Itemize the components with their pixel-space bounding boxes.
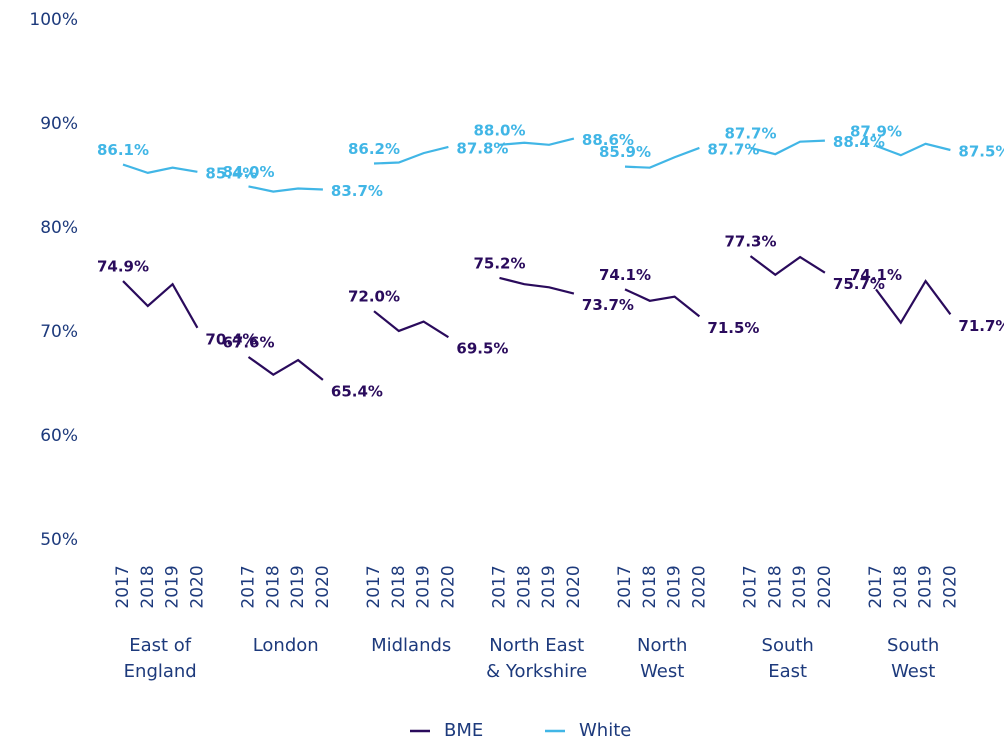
series-line bbox=[499, 137, 575, 146]
x-tick-label: 2019 bbox=[790, 565, 810, 608]
series-line bbox=[499, 276, 575, 295]
data-label: 86.2% bbox=[348, 140, 400, 158]
series-line bbox=[624, 288, 701, 318]
x-tick-label: 2020 bbox=[187, 565, 207, 608]
data-label: 65.4% bbox=[331, 382, 383, 400]
group-label: South bbox=[887, 635, 939, 656]
group-label: North East bbox=[489, 635, 584, 656]
data-label: 87.9% bbox=[850, 122, 902, 140]
group-label: England bbox=[124, 661, 197, 682]
data-label: 88.6% bbox=[582, 131, 634, 149]
data-label: 70.4% bbox=[205, 330, 257, 348]
x-tick-label: 2017 bbox=[741, 565, 761, 608]
data-label: 72.0% bbox=[348, 288, 400, 306]
data-label: 85.9% bbox=[599, 143, 651, 161]
x-tick-label: 2019 bbox=[414, 565, 434, 608]
data-label: 67.6% bbox=[222, 333, 274, 351]
x-tick-label: 2018 bbox=[891, 565, 911, 608]
legend-label: White bbox=[579, 720, 631, 740]
x-tick-label: 2018 bbox=[514, 565, 534, 608]
x-tick-label: 2017 bbox=[364, 565, 384, 608]
legend-label: BME bbox=[444, 720, 483, 740]
data-label: 69.5% bbox=[456, 340, 508, 358]
group-label: London bbox=[253, 635, 319, 656]
x-tick-label: 2020 bbox=[815, 565, 835, 608]
data-label: 84.0% bbox=[222, 163, 274, 181]
group-label: West bbox=[891, 661, 935, 682]
series-line bbox=[750, 139, 825, 156]
series-line bbox=[247, 356, 324, 381]
data-label: 85.4% bbox=[205, 164, 257, 182]
y-tick-label: 50% bbox=[40, 530, 78, 550]
group-label: Midlands bbox=[371, 635, 451, 656]
data-label: 88.4% bbox=[833, 133, 885, 151]
x-tick-label: 2017 bbox=[866, 565, 886, 608]
x-tick-label: 2020 bbox=[689, 565, 709, 608]
data-label: 71.7% bbox=[958, 317, 1004, 335]
x-tick-label: 2017 bbox=[113, 565, 133, 608]
data-label: 87.5% bbox=[958, 143, 1004, 161]
series-line bbox=[373, 310, 449, 339]
series-line bbox=[122, 163, 198, 175]
y-tick-label: 90% bbox=[40, 114, 78, 134]
group-label: North bbox=[637, 635, 687, 656]
group-label: East bbox=[768, 661, 807, 682]
x-tick-label: 2019 bbox=[539, 565, 559, 608]
data-label: 75.2% bbox=[473, 254, 525, 272]
data-label: 87.7% bbox=[707, 140, 759, 158]
y-tick-label: 60% bbox=[40, 426, 78, 446]
data-label: 77.3% bbox=[724, 233, 776, 251]
series-line bbox=[624, 146, 700, 169]
x-tick-label: 2020 bbox=[313, 565, 333, 608]
x-tick-label: 2019 bbox=[288, 565, 308, 608]
data-label: 83.7% bbox=[331, 182, 383, 200]
group-label: & Yorkshire bbox=[486, 661, 587, 682]
y-tick-label: 100% bbox=[29, 10, 78, 30]
data-label: 88.0% bbox=[473, 121, 525, 139]
series-line bbox=[875, 279, 952, 325]
x-tick-label: 2017 bbox=[490, 565, 510, 608]
data-label: 71.5% bbox=[707, 319, 759, 337]
x-tick-label: 2018 bbox=[263, 565, 283, 608]
data-label: 86.1% bbox=[97, 141, 149, 159]
group-label: East of bbox=[129, 635, 192, 656]
data-label: 75.7% bbox=[833, 275, 885, 293]
x-tick-label: 2018 bbox=[389, 565, 409, 608]
x-tick-label: 2017 bbox=[615, 565, 635, 608]
data-label: 87.8% bbox=[456, 139, 508, 157]
data-label: 73.7% bbox=[582, 296, 634, 314]
series-line bbox=[875, 142, 951, 157]
series-line bbox=[373, 145, 449, 165]
x-tick-label: 2018 bbox=[640, 565, 660, 608]
data-label: 87.7% bbox=[724, 124, 776, 142]
y-tick-label: 80% bbox=[40, 218, 78, 238]
x-tick-label: 2018 bbox=[765, 565, 785, 608]
series-line bbox=[749, 255, 826, 277]
series-line bbox=[248, 185, 323, 193]
group-label: South bbox=[762, 635, 814, 656]
data-label: 74.1% bbox=[850, 266, 902, 284]
x-tick-label: 2017 bbox=[239, 565, 259, 608]
x-tick-label: 2020 bbox=[940, 565, 960, 608]
x-tick-label: 2020 bbox=[438, 565, 458, 608]
x-tick-label: 2019 bbox=[665, 565, 685, 608]
x-tick-label: 2019 bbox=[916, 565, 936, 608]
data-label: 74.9% bbox=[97, 258, 149, 276]
y-tick-label: 70% bbox=[40, 322, 78, 342]
series-line bbox=[122, 280, 199, 329]
group-label: West bbox=[640, 661, 684, 682]
x-tick-label: 2018 bbox=[138, 565, 158, 608]
data-label: 74.1% bbox=[599, 266, 651, 284]
x-tick-label: 2019 bbox=[163, 565, 183, 608]
x-tick-label: 2020 bbox=[564, 565, 584, 608]
